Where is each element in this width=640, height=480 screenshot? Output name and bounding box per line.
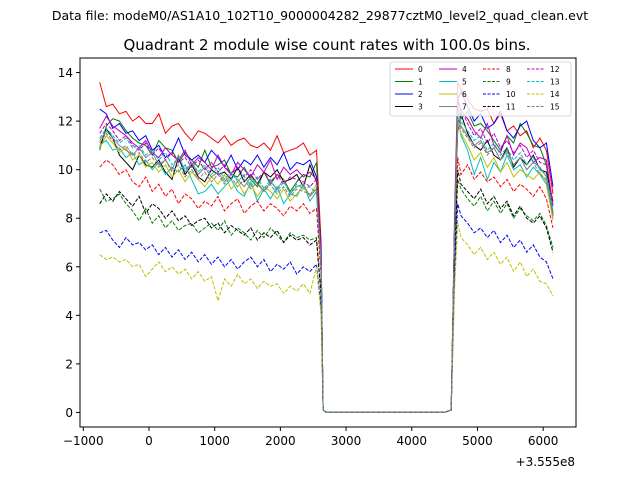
legend-label: 6 xyxy=(462,90,467,99)
chart-title: Quadrant 2 module wise count rates with … xyxy=(123,36,530,54)
series-line-10 xyxy=(99,203,554,413)
y-tick-label: 14 xyxy=(58,66,73,80)
legend-label: 10 xyxy=(506,90,516,99)
legend-label: 8 xyxy=(506,65,511,74)
legend-label: 14 xyxy=(550,90,560,99)
series-layer xyxy=(99,82,554,413)
axes-frame xyxy=(79,57,577,428)
x-tick-label: 6000 xyxy=(528,434,559,448)
legend-label: 2 xyxy=(418,90,423,99)
legend-box xyxy=(389,61,572,117)
series-line-0 xyxy=(99,82,554,413)
legend-label: 3 xyxy=(418,102,423,111)
y-tick-label: 8 xyxy=(65,212,73,226)
series-line-11 xyxy=(99,169,554,413)
x-offset-label: +3.555e8 xyxy=(516,455,575,469)
series-line-6 xyxy=(99,123,554,413)
legend-label: 13 xyxy=(550,77,560,86)
legend-label: 0 xyxy=(418,65,423,74)
y-tick-label: 4 xyxy=(65,309,73,323)
x-tick-label: 1000 xyxy=(199,434,230,448)
series-line-15 xyxy=(99,116,554,413)
y-tick-label: 2 xyxy=(65,357,73,371)
y-axis: 0 2 4 6 8 10 12 14 xyxy=(58,66,80,420)
legend-label: 9 xyxy=(506,77,511,86)
legend-label: 4 xyxy=(462,65,467,74)
series-line-1 xyxy=(99,106,554,413)
x-axis: −1000 0 1000 2000 3000 4000 5000 6000 xyxy=(63,427,558,448)
legend-label: 7 xyxy=(462,102,467,111)
legend-label: 1 xyxy=(418,77,423,86)
x-tick-label: −1000 xyxy=(63,434,104,448)
plot-area: −1000 0 1000 2000 3000 4000 5000 6000 024681012… xyxy=(58,57,577,448)
series-line-8 xyxy=(99,157,554,413)
x-tick-label: 0 xyxy=(145,434,153,448)
legend-label: 5 xyxy=(462,77,467,86)
series-line-13 xyxy=(99,111,554,413)
y-tick-label: 0 xyxy=(65,406,73,420)
series-line-3 xyxy=(99,111,554,413)
x-tick-label: 3000 xyxy=(331,434,362,448)
legend-label: 12 xyxy=(550,65,560,74)
x-tick-label: 4000 xyxy=(396,434,427,448)
series-line-12 xyxy=(99,101,554,413)
y-tick-label: 6 xyxy=(65,260,73,274)
y-tick-label: 12 xyxy=(58,115,73,129)
y-tick-label: 10 xyxy=(58,163,73,177)
legend-label: 15 xyxy=(550,102,560,111)
data-file-label: Data file: modeM0/AS1A10_102T10_90000042… xyxy=(52,8,588,23)
x-tick-label: 2000 xyxy=(265,434,296,448)
series-line-5 xyxy=(99,116,554,413)
legend-label: 11 xyxy=(506,102,516,111)
series-line-9 xyxy=(99,179,554,413)
x-tick-label: 5000 xyxy=(462,434,493,448)
series-line-2 xyxy=(99,90,554,413)
